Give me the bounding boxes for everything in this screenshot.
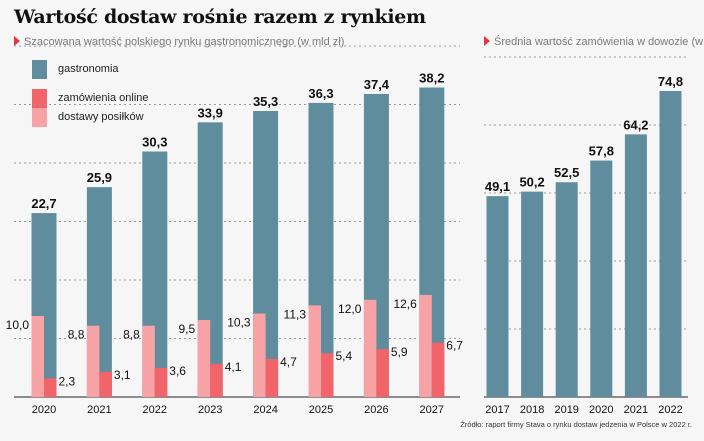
data-label-dostawy-posilkow: 12,6 — [393, 297, 417, 311]
bar-srednia-wartosc — [521, 191, 544, 397]
x-tick-label: 2022 — [143, 404, 167, 416]
source-note: Źródło: raport firmy Stava o rynku dosta… — [460, 420, 692, 429]
data-label-dostawy-posilkow: 8,8 — [123, 328, 140, 342]
data-label-dostawy-posilkow: 10,3 — [227, 316, 251, 330]
bar-srednia-wartosc — [486, 196, 509, 397]
bar-srednia-wartosc — [590, 160, 613, 397]
data-label-zamowienia-online: 3,1 — [114, 368, 131, 382]
chart-title: Wartość dostaw rośnie razem z rynkiem — [14, 6, 426, 28]
data-label-gastronomia: 22,7 — [31, 196, 56, 211]
x-tick-label: 2027 — [420, 404, 444, 416]
data-label-gastronomia: 35,3 — [253, 94, 278, 109]
bar-zamowienia-online — [265, 358, 279, 397]
data-label-gastronomia: 33,9 — [198, 105, 223, 120]
triangle-marker-icon — [14, 36, 20, 46]
legend-swatch-zamowienia-online — [32, 89, 47, 108]
data-label-zamowienia-online: 5,9 — [391, 345, 408, 359]
data-label-gastronomia: 37,4 — [364, 77, 390, 92]
x-tick-label: 2020 — [32, 404, 56, 416]
data-label-srednia-wartosc: 50,2 — [519, 175, 544, 190]
x-tick-label: 2024 — [253, 404, 277, 416]
data-label-dostawy-posilkow: 9,5 — [179, 322, 196, 336]
legend-swatch-gastronomia — [32, 60, 47, 79]
data-label-gastronomia: 36,3 — [308, 86, 333, 101]
x-tick-label: 2026 — [364, 404, 388, 416]
data-label-zamowienia-online: 2,3 — [59, 374, 76, 388]
legend-swatch-dostawy-posilkow — [32, 108, 47, 127]
data-label-srednia-wartosc: 49,1 — [485, 179, 510, 194]
data-label-gastronomia: 30,3 — [142, 135, 167, 150]
bar-dostawy-posilkow — [308, 305, 321, 397]
bar-dostawy-posilkow — [197, 320, 211, 397]
legend-label-zamowienia-online: zamówienia online — [58, 92, 149, 104]
data-label-dostawy-posilkow: 8,8 — [68, 328, 85, 342]
x-tick-label: 2020 — [589, 404, 613, 416]
data-label-dostawy-posilkow: 12,0 — [338, 302, 362, 316]
data-label-gastronomia: 38,2 — [419, 71, 444, 86]
x-tick-label: 2021 — [87, 404, 111, 416]
x-tick-label: 2025 — [309, 404, 333, 416]
x-tick-label: 2022 — [658, 404, 682, 416]
data-label-srednia-wartosc: 74,8 — [658, 74, 683, 89]
x-tick-label: 2018 — [520, 404, 544, 416]
bar-srednia-wartosc — [624, 134, 647, 397]
data-label-zamowienia-online: 3,6 — [169, 364, 186, 378]
legend-label-gastronomia: gastronomia — [58, 63, 119, 75]
right-chart-subtitle: Średnia wartość zamówienia w dowozie (w … — [484, 36, 704, 48]
bar-zamowienia-online — [431, 342, 445, 397]
bar-zamowienia-online — [376, 349, 389, 397]
bar-srednia-wartosc — [555, 182, 578, 397]
data-label-zamowienia-online: 6,7 — [446, 339, 463, 353]
bar-dostawy-posilkow — [253, 313, 266, 397]
data-label-srednia-wartosc: 52,5 — [554, 165, 579, 180]
bar-zamowienia-online — [321, 353, 334, 397]
data-label-dostawy-posilkow: 11,3 — [284, 307, 307, 321]
bar-zamowienia-online — [154, 367, 168, 397]
left-chart-subtitle: Szacowana wartość polskiego rynku gastro… — [14, 36, 344, 48]
bar-dostawy-posilkow — [86, 325, 100, 397]
bar-zamowienia-online — [210, 363, 223, 397]
bar-zamowienia-online — [99, 371, 112, 397]
x-tick-label: 2021 — [624, 404, 648, 416]
bar-dostawy-posilkow — [31, 315, 44, 397]
bar-dostawy-posilkow — [419, 294, 432, 397]
data-label-zamowienia-online: 4,1 — [225, 360, 242, 374]
x-tick-label: 2019 — [554, 404, 578, 416]
bar-zamowienia-online — [44, 378, 57, 397]
bar-dostawy-posilkow — [363, 299, 377, 397]
bar-srednia-wartosc — [659, 91, 682, 397]
data-label-srednia-wartosc: 64,2 — [623, 117, 648, 132]
x-tick-label: 2023 — [198, 404, 222, 416]
right-chart-subtitle-text: Średnia wartość zamówienia w dowozie (w … — [494, 36, 704, 48]
data-label-srednia-wartosc: 57,8 — [589, 144, 614, 159]
data-label-dostawy-posilkow: 10,0 — [6, 318, 30, 332]
data-label-zamowienia-online: 5,4 — [336, 349, 353, 363]
legend-label-dostawy-posilkow: dostawy posiłków — [58, 111, 144, 123]
bar-dostawy-posilkow — [142, 325, 155, 397]
x-tick-label: 2017 — [485, 404, 509, 416]
triangle-marker-icon — [484, 36, 490, 46]
left-chart-subtitle-text: Szacowana wartość polskiego rynku gastro… — [24, 36, 345, 48]
data-label-zamowienia-online: 4,7 — [280, 355, 297, 369]
data-label-gastronomia: 25,9 — [87, 170, 112, 185]
